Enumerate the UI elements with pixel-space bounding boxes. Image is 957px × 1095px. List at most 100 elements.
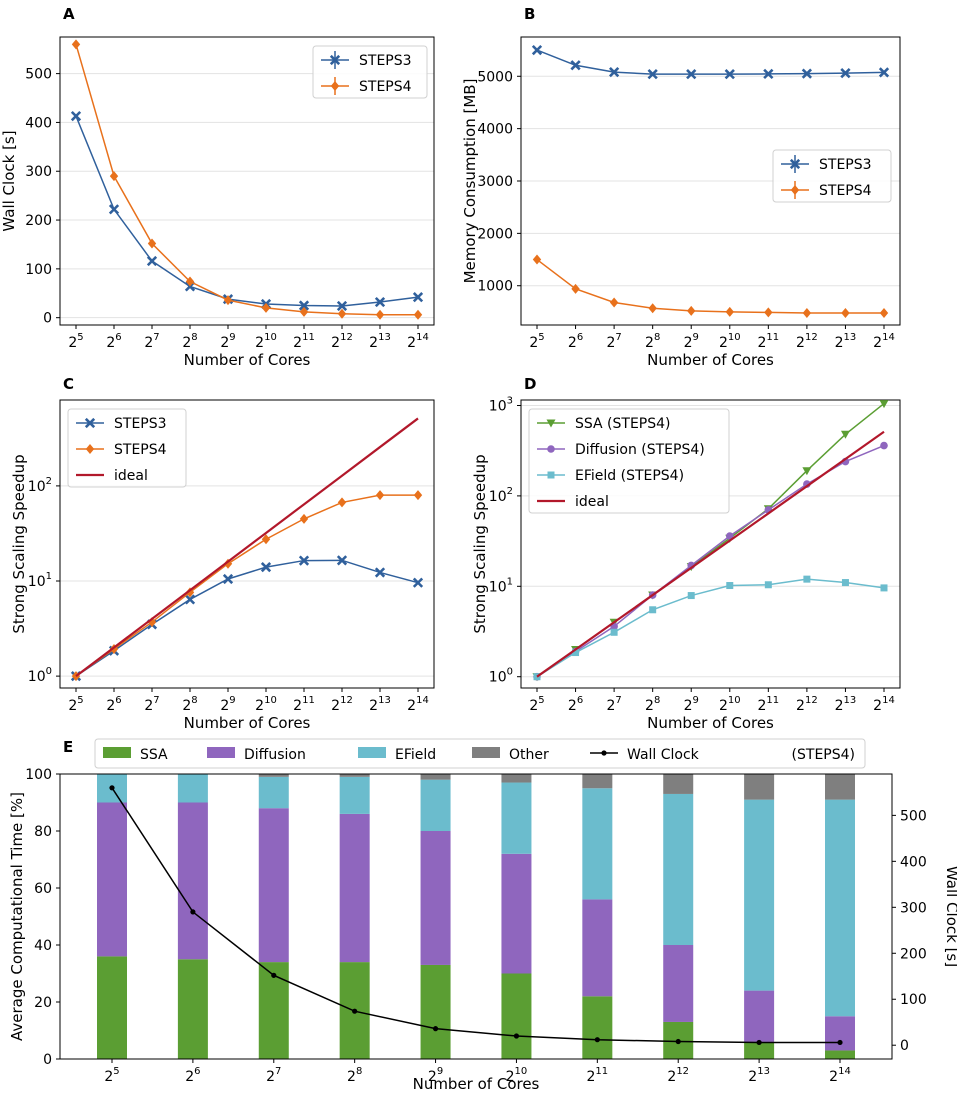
xtick-label: 211 [587,1066,609,1085]
xtick-label: 27 [266,1066,281,1085]
xtick-label: 212 [331,332,353,351]
data-point-b [412,577,424,588]
legend-marker [547,471,555,479]
data-point [412,292,424,303]
data-point [801,68,813,79]
data-point [609,297,619,308]
panel-E: E 0 20 40 60 80 100 0 100 200 300 400 500 25 26 27 28 29 2… [8,738,957,1093]
bar-segment-other [339,774,370,777]
bar-segment-other [501,774,532,783]
bar-segment-ssa [744,1041,775,1059]
bar-segment-diffusion [177,802,208,960]
data-point [108,204,120,215]
data-point [879,307,889,318]
data-point [571,283,580,294]
legend-marker [330,81,340,91]
xtick-label: 25 [529,332,544,351]
series-steps4 [71,39,423,320]
panel-A: A 0 100 200 300 400 500 25 26 27 28 29 210 211 212 213 2… [0,5,435,369]
data-point [299,306,309,317]
data-point-b [336,555,348,566]
legend-label: ideal [114,468,148,484]
data-point-b [878,67,890,78]
legend-suffix: (STEPS4) [792,747,855,763]
data-point [687,305,696,316]
legend-marker [601,750,607,756]
legend-marker-b [329,54,341,66]
data-point [532,254,542,265]
series-steps4 [532,254,889,318]
bar-segment-diffusion [258,808,289,963]
panel-letter-D: D [524,375,536,393]
data-point-b [108,204,120,215]
bar-segment-other [582,774,613,789]
xtick-label: 29 [220,695,235,714]
data-point [879,400,889,409]
ytick-label: 103 [489,395,513,414]
data-point [70,110,82,122]
legend: SSA Diffusion EField Other Wall Clock (STEPS4… [94,738,866,769]
series-line [75,44,418,316]
data-point [513,1033,520,1039]
xtick-label: 210 [506,1066,528,1085]
bar-segment-diffusion [97,802,127,957]
plot-frame [59,773,893,1060]
bar-segment-efield [744,799,775,991]
y-axis-label: Strong Scaling Speedup [10,454,28,633]
series-line [536,578,885,678]
bar-segment-diffusion [744,990,775,1042]
legend-label: EField [395,747,436,763]
data-point [375,309,385,320]
bar-segment-other [744,774,775,800]
y-axis-label: Memory Consumption [MB] [461,79,479,284]
bar-segment-efield [825,799,855,1017]
series-efield-steps4- [533,575,888,681]
legend-label: STEPS4 [114,442,167,458]
data-point [840,68,851,79]
bar-segment-efield [339,776,370,814]
data-point [260,561,272,573]
y2tick-label: 0 [900,1038,909,1054]
legend-label: STEPS3 [819,157,872,173]
data-point [222,573,234,585]
data-point [223,295,233,306]
bar-segment-ssa [97,956,127,1059]
bar-segment-other [825,774,855,800]
xtick-label: 210 [719,695,741,714]
ytick-label: 200 [25,213,52,229]
bar-segment-other [663,774,694,794]
xtick-label: 213 [835,332,857,351]
legend: STEPS3 STEPS4 [312,45,428,99]
data-point-b [686,69,697,80]
data-point-b [374,296,386,308]
bar-segment-efield [501,782,532,854]
bar-segment-other [258,774,289,777]
panel-C: C 100 101 102 25 26 27 28 29 210 211 212 213 214 Numbe… [10,375,435,732]
series-line [536,430,885,678]
data-point [878,67,890,78]
data-point-b [763,68,774,80]
data-point [147,617,157,628]
bar-segment-diffusion [582,899,613,997]
data-point [840,430,850,439]
ytick-label: 0 [43,1052,52,1068]
data-point-b [222,573,234,585]
legend-box [772,149,892,203]
series-ideal [75,417,419,677]
xtick-label: 212 [796,332,818,351]
legend-label: EField (STEPS4) [575,468,684,484]
panel-B: B 1000 2000 3000 4000 5000 25 26 27 28 29 210 211 212… [461,5,901,369]
x-axis-label: Number of Cores [184,714,311,732]
bar-segment-ssa [420,964,451,1059]
panel-letter-B: B [524,5,535,23]
legend-marker [789,158,801,170]
data-point [764,581,772,589]
data-point [531,44,543,56]
series-line [75,115,419,307]
xtick-label: 29 [220,332,235,351]
legend-box [528,408,730,514]
legend-label: STEPS3 [114,416,167,432]
xtick-label: 212 [796,695,818,714]
data-point [610,628,618,636]
bar-segment-ssa [825,1050,855,1059]
